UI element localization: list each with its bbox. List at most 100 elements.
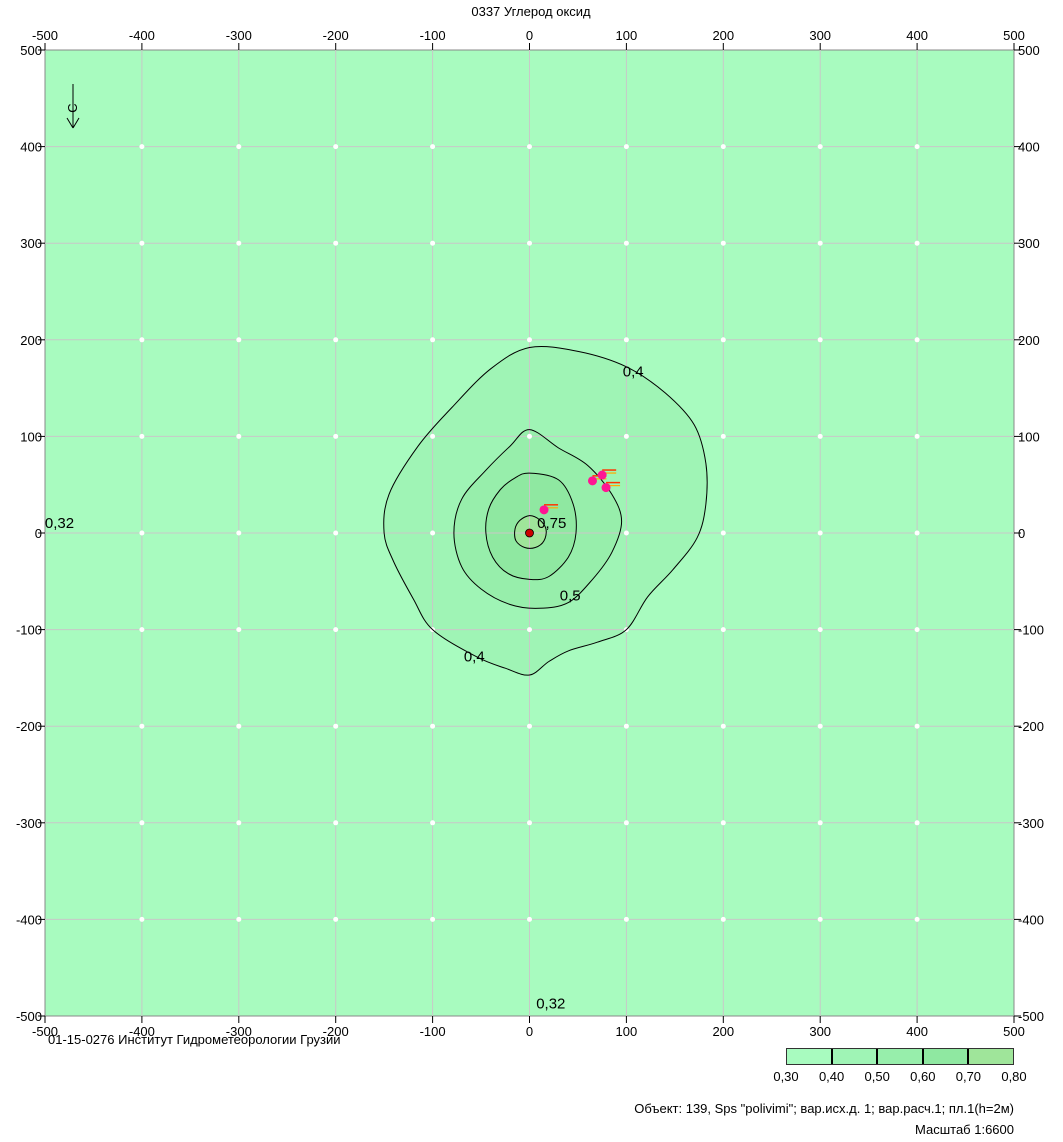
grid-node [914,433,920,439]
grid-node [720,144,726,150]
x-tick-label-top: 200 [712,28,734,43]
grid-node [623,916,629,922]
y-tick-label-right: 100 [1018,429,1040,444]
x-tick-label-bottom: -500 [32,1024,58,1039]
grid-node [623,337,629,343]
x-tick-label-bottom: 0 [526,1024,533,1039]
contour-label: 0,32 [536,995,565,1012]
north-arrow: С [65,84,80,129]
institute-label: 01-15-0276 Институт Гидрометеорологии Гр… [48,1032,341,1047]
scale-label: Масштаб 1:6600 [915,1122,1014,1137]
grid-node [236,240,242,246]
object-info: Объект: 139, Sps "polivimi"; вар.исх.д. … [634,1101,1014,1116]
y-tick-label-right: 0 [1018,526,1025,541]
legend-swatch [923,1049,970,1064]
legend-labels: 0,30 0,40 0,50 0,60 0,70 0,80 [772,1069,1030,1085]
grid-node [527,433,532,439]
grid-node [333,433,339,439]
x-tick-label-top: 500 [1003,28,1025,43]
grid-node [914,916,920,922]
source-point [587,476,597,486]
north-arrow-barb-left [66,117,74,129]
grid-node [333,337,339,343]
x-tick-label-bottom: 100 [616,1024,638,1039]
contour-line-075 [514,515,547,549]
y-tick-label-right: -300 [1018,816,1044,831]
grid-node [236,433,242,439]
contour-line-04 [383,345,708,676]
grid-node [817,723,823,729]
y-tick-label-right: -500 [1018,1009,1044,1024]
max-point [525,528,534,538]
grid-node [914,820,920,826]
legend-swatch [787,1049,833,1064]
contour-label: 0,5 [560,588,581,605]
grid-node [817,820,823,826]
contour-label: 0,75 [537,515,566,532]
grid-node [817,144,823,150]
grid-node [817,627,823,633]
grid-node [430,337,436,343]
legend-label: 0,50 [864,1069,890,1084]
contour-label: 0,32 [45,515,74,532]
contour-label: 0,4 [623,364,644,381]
grid-node [623,820,629,826]
y-tick-label-left: -300 [16,816,42,831]
grid-node [139,723,145,729]
x-tick-label-bottom: 300 [809,1024,831,1039]
legend-label: 0,60 [910,1069,936,1084]
y-tick-label-right: 200 [1018,333,1040,348]
y-tick-label-left: 300 [20,236,42,251]
grid-node [139,820,145,826]
y-tick-label-right: 400 [1018,140,1040,155]
grid-node [817,916,823,922]
x-tick-label-top: -400 [129,28,155,43]
grid-node [527,240,532,246]
grid-node [333,916,339,922]
grid-node [236,337,242,343]
source-point [539,505,549,515]
grid-node [527,723,532,729]
x-tick-label-bottom: 200 [712,1024,734,1039]
y-tick-label-left: -500 [16,1009,42,1024]
north-label: С [65,103,80,112]
x-tick-label-bottom: -100 [420,1024,446,1039]
y-tick-label-right: -200 [1018,719,1044,734]
contour-line-06 [485,472,577,581]
grid-node [139,627,145,633]
grid-node [720,916,726,922]
grid-node [623,723,629,729]
color-legend [786,1048,1014,1065]
grid-node [139,433,145,439]
north-arrow-barb-right [72,117,80,129]
legend-label: 0,80 [1001,1069,1027,1084]
y-tick-label-left: -200 [16,719,42,734]
x-tick-label-top: 0 [526,28,533,43]
emission-sources [525,469,621,538]
source-point [601,483,611,493]
x-tick-label-bottom: 400 [906,1024,928,1039]
grid-node [430,916,436,922]
y-tick-label-left: 100 [20,429,42,444]
grid-node [333,144,339,150]
grid-node [623,240,629,246]
chart-title: 0337 Углерод оксид [471,4,591,19]
y-tick-label-left: 500 [20,43,42,58]
grid-node [333,627,339,633]
y-tick-label-right: -100 [1018,623,1044,638]
grid-node [623,530,629,536]
grid-node [623,144,629,150]
grid-node [720,723,726,729]
grid-node [817,433,823,439]
grid-node [720,820,726,826]
legend-label: 0,70 [955,1069,982,1084]
grid-node [236,530,242,536]
x-tick-label-top: -500 [32,28,58,43]
grid-node [139,144,145,150]
grid-node [527,627,532,633]
grid-node [914,530,920,536]
y-tick-label-left: 400 [20,140,42,155]
grid-node [430,530,436,536]
grid-node [720,433,726,439]
grid-node [817,337,823,343]
